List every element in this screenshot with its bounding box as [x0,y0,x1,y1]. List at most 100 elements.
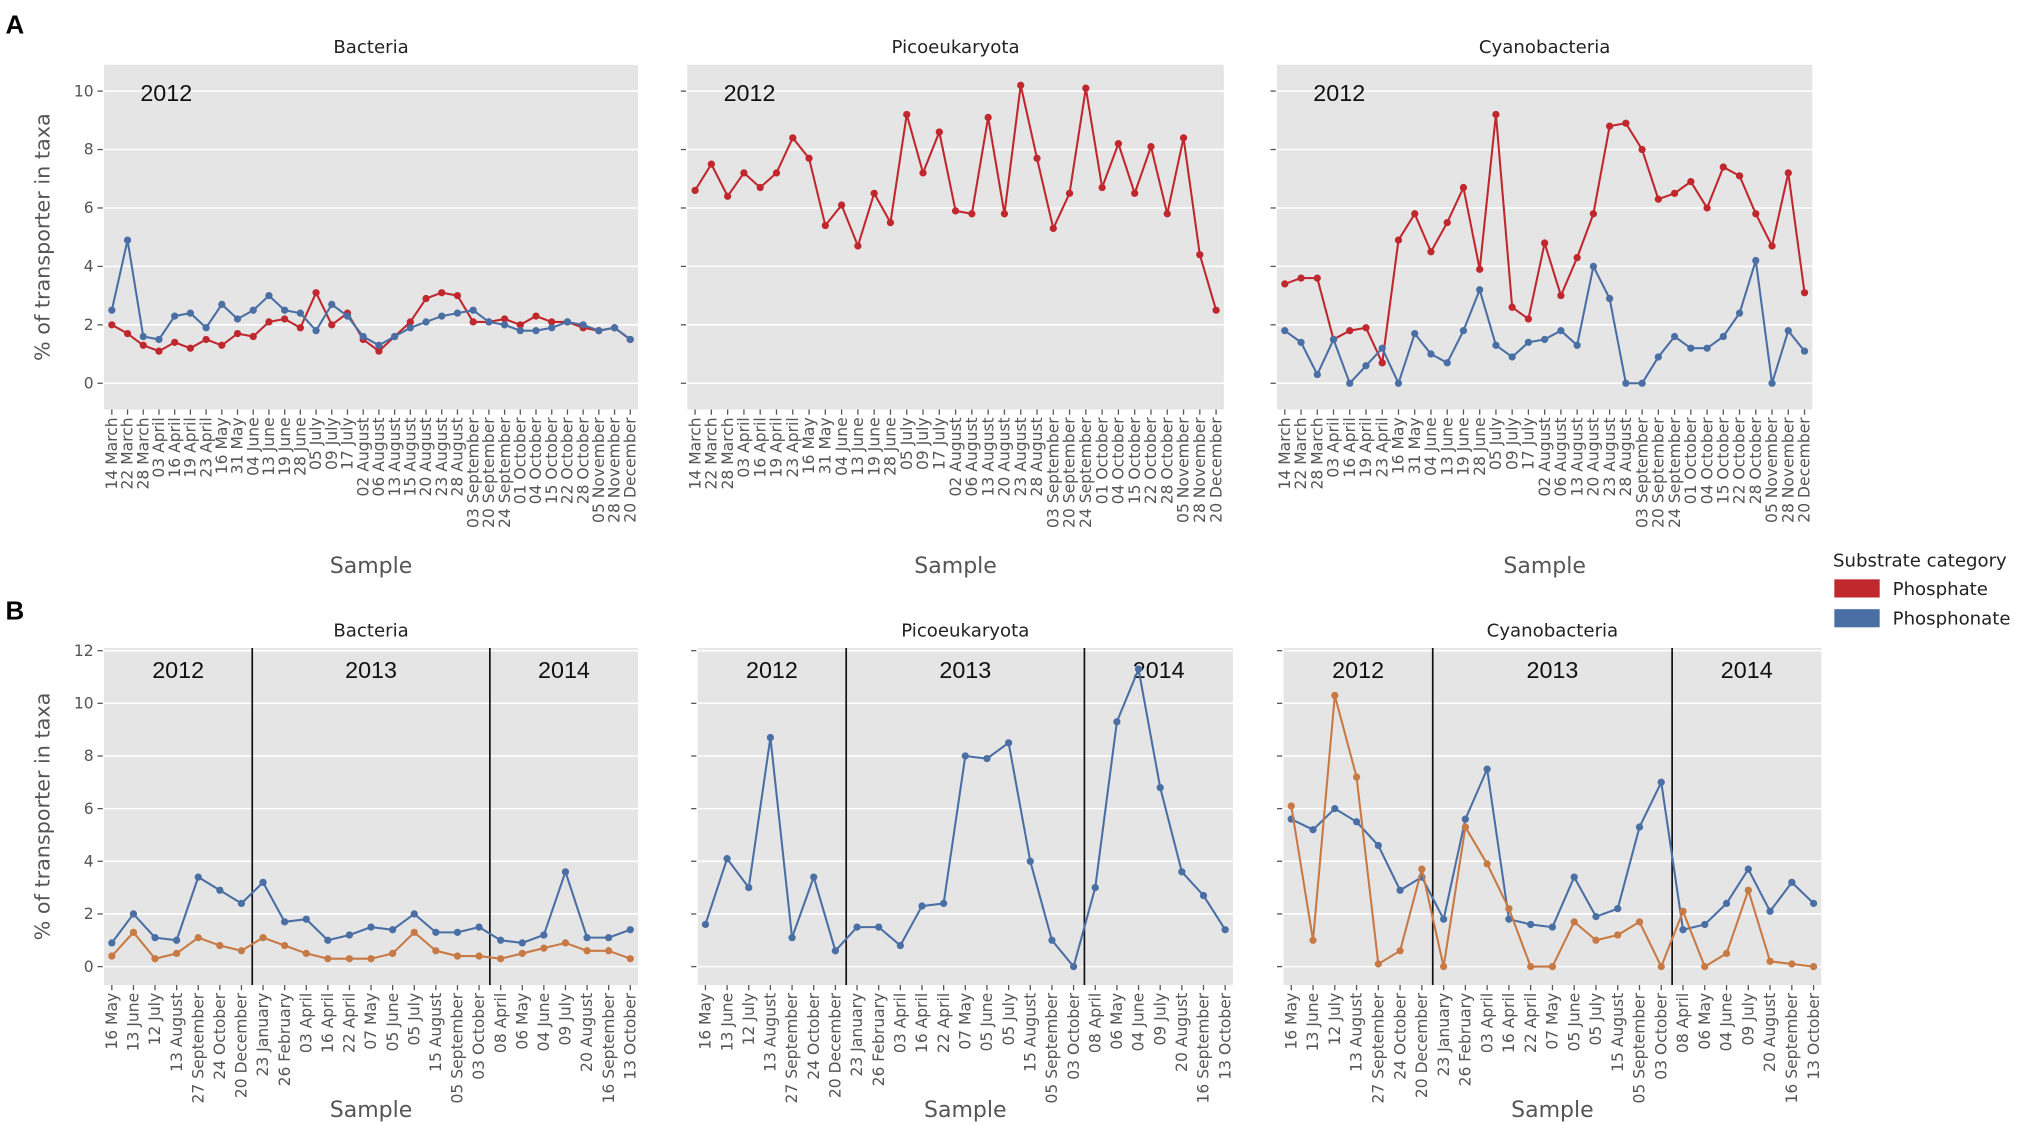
x-tick-label: 13 August [762,993,780,1072]
data-point [896,941,904,950]
x-tick-label: 13 June [260,417,278,476]
x-tick-label: 09 July [1739,993,1757,1046]
x-tick-label: 19 June [1455,417,1473,476]
year-label: 2012 [140,80,192,106]
data-point [1592,912,1600,921]
x-tick-label: 28 November [606,417,624,523]
x-tick-label: 02 August [947,417,965,496]
data-point [265,318,273,326]
x-tick-label: 09 July [914,417,932,470]
data-point [218,300,226,309]
plot-background [104,64,639,410]
data-point [1701,962,1709,971]
data-point [367,923,375,931]
x-tick-label: 13 June [849,417,867,476]
data-point [1196,251,1204,259]
x-tick-label: 22 October [559,417,577,505]
data-point [233,329,242,338]
data-point [691,186,699,195]
x-tick-label: 01 October [511,417,529,505]
x-tick-label: 24 October [805,992,823,1080]
legend-title: Substrate category [1833,550,2007,571]
x-tick-label: 13 October [1805,992,1823,1080]
x-tick-label: 23 August [433,417,451,496]
x-tick-label: 04 June [833,417,851,476]
data-point [108,306,116,314]
data-point [1548,923,1557,931]
x-tick-label: 03 September [1044,417,1062,528]
x-tick-label: 20 December [233,992,251,1098]
legend-swatch [1834,579,1880,598]
data-point [1679,907,1687,915]
data-point [1476,265,1484,273]
data-point [453,928,462,936]
data-point [328,321,336,329]
x-tick-label: 03 October [470,992,488,1080]
x-tick-label: 06 August [370,417,388,496]
data-point [202,324,210,332]
data-point [233,315,242,323]
data-point [302,915,310,923]
x-tick-label: 03 April [735,417,753,477]
data-point [1752,210,1760,218]
x-tick-label: 27 September [783,992,801,1103]
x-axis-label: Sample [914,554,997,579]
x-tick-label: 23 January [254,993,272,1077]
x-axis-label: Sample [924,1098,1007,1123]
data-point [265,291,273,300]
x-tick-label: 16 April [751,417,769,477]
x-tick-label: 24 September [1077,417,1095,528]
data-point [422,294,430,303]
x-tick-label: 20 August [996,417,1014,496]
y-tick-label: 12 [74,642,94,660]
x-tick-label: 17 July [1520,417,1538,470]
data-point [1679,926,1687,934]
x-tick-label: 04 June [1422,417,1440,476]
x-tick-label: 02 August [354,417,372,496]
x-axis-label: Sample [1511,1098,1594,1123]
data-point [367,955,375,963]
x-tick-label: 03 September [1633,417,1651,528]
data-point [1527,920,1535,929]
x-tick-label: 26 February [870,993,888,1087]
data-point [1784,327,1792,335]
data-point [518,939,526,947]
data-point [1719,163,1727,171]
data-point [497,936,505,944]
x-tick-label: 20 September [1061,417,1079,528]
x-tick-label: 01 October [1093,417,1111,505]
data-point [410,928,418,936]
chart-title: Bacteria [333,37,408,58]
year-label: 2014 [538,657,590,683]
data-point [789,134,797,142]
x-tick-label: 16 May [1282,993,1300,1050]
x-tick-label: 05 November [1175,417,1193,523]
data-point [328,300,336,309]
data-point [1483,860,1491,868]
data-point [1687,178,1695,186]
data-point [1179,134,1188,142]
data-point [129,910,138,918]
data-point [1411,210,1419,218]
data-point [108,939,116,947]
data-point [1026,857,1034,865]
data-point [516,327,524,335]
year-label: 2012 [152,657,204,683]
y-tick-label: 2 [84,316,94,334]
y-tick-label: 8 [84,747,94,765]
x-axis-label: Sample [1503,554,1586,579]
x-tick-label: 07 May [362,993,380,1050]
data-point [788,934,796,942]
data-point [1654,195,1662,203]
data-point [1638,145,1646,154]
x-tick-label: 05 September [1631,992,1649,1103]
data-point [1331,691,1339,700]
x-tick-label: 22 March [703,417,721,489]
x-tick-label: 23 August [1012,417,1030,496]
data-point [237,947,246,955]
x-tick-label: 01 October [1682,417,1700,505]
data-point [469,318,477,326]
x-tick-label: 15 October [1126,417,1144,505]
chart-title: Picoeukaryota [901,620,1029,641]
data-point [1411,329,1419,338]
